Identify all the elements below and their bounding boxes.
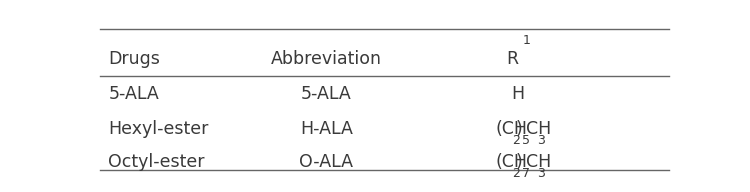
Text: CH: CH — [526, 153, 550, 171]
Text: 5: 5 — [521, 134, 530, 147]
Text: H-ALA: H-ALA — [300, 121, 352, 138]
Text: 2: 2 — [512, 167, 520, 180]
Text: R: R — [506, 50, 518, 68]
Text: ): ) — [516, 121, 523, 138]
Text: CH: CH — [526, 121, 550, 138]
Text: (CH: (CH — [496, 153, 527, 171]
Text: (CH: (CH — [496, 121, 527, 138]
Text: Octyl-ester: Octyl-ester — [108, 153, 205, 171]
Text: H: H — [512, 85, 525, 103]
Text: Hexyl-ester: Hexyl-ester — [108, 121, 208, 138]
Text: O-ALA: O-ALA — [299, 153, 353, 171]
Text: 5-ALA: 5-ALA — [301, 85, 352, 103]
Text: 3: 3 — [537, 134, 544, 147]
Text: ): ) — [516, 153, 523, 171]
Text: Drugs: Drugs — [108, 50, 160, 68]
Text: Abbreviation: Abbreviation — [271, 50, 382, 68]
Text: 5-ALA: 5-ALA — [108, 85, 159, 103]
Text: 7: 7 — [521, 167, 530, 180]
Text: 2: 2 — [512, 134, 520, 147]
Text: 3: 3 — [537, 167, 544, 180]
Text: 1: 1 — [523, 34, 531, 47]
